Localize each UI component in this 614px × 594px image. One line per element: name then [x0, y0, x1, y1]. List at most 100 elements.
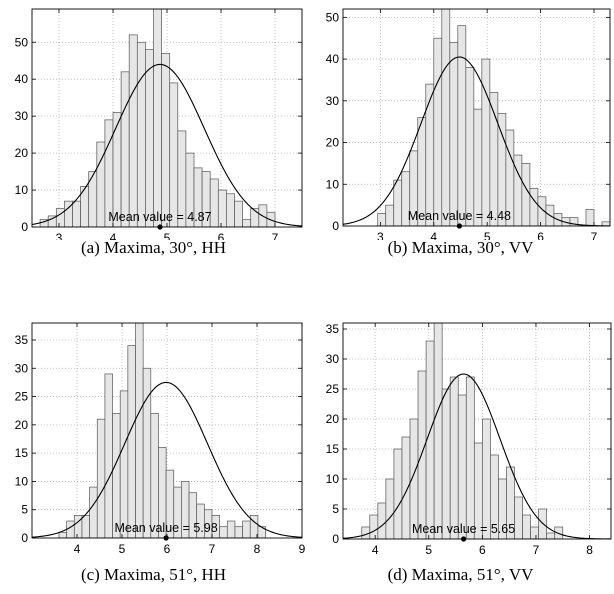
- histogram-bar: [96, 418, 106, 538]
- histogram-bar: [514, 496, 523, 539]
- y-tick-label: 10: [15, 183, 29, 197]
- histogram-bar: [546, 532, 556, 539]
- x-tick-label: 8: [254, 542, 261, 554]
- histogram-chart-b: 3 4 5 6 7 0 10 20 30 40 50 Mean value = 4.48: [326, 8, 611, 240]
- mean-marker: [163, 535, 169, 541]
- mean-annotation: Mean value = 5.65: [412, 522, 515, 536]
- histogram-bar: [58, 531, 68, 538]
- histogram-bar: [529, 188, 539, 226]
- x-tick-label: 4: [372, 543, 379, 554]
- y-tick-label: 10: [15, 474, 29, 488]
- histogram-bar: [242, 219, 252, 227]
- histogram-bar: [465, 376, 475, 539]
- y-tick-label: 20: [326, 136, 340, 150]
- y-tick-label: 10: [326, 177, 340, 191]
- y-tick-label: 5: [332, 502, 339, 516]
- x-tick-label: 7: [591, 230, 598, 240]
- mean-marker: [456, 223, 463, 229]
- histogram-bar: [522, 514, 531, 539]
- y-tick-label: 40: [326, 52, 340, 66]
- y-tick-label: 30: [15, 361, 29, 375]
- x-tick-label: 5: [119, 542, 126, 554]
- plot-area: [32, 323, 302, 538]
- y-tick-label: 25: [326, 382, 340, 396]
- histogram-bar: [55, 208, 65, 227]
- mean-marker: [461, 536, 467, 542]
- x-tick-label: 6: [537, 230, 544, 240]
- histogram-bar: [530, 526, 539, 539]
- y-tick-label: 40: [15, 72, 29, 86]
- y-tick-label: 35: [15, 333, 29, 347]
- x-tick-label: 6: [479, 543, 486, 554]
- histogram-chart-c: 4 5 6 7 8 9 0 5 10 15 20 25 30 35 Mean value = 5.98: [15, 322, 306, 554]
- histogram-bar: [145, 49, 154, 227]
- y-tick-label: 35: [326, 322, 340, 336]
- histogram-bar: [482, 418, 491, 539]
- histogram-bar: [104, 373, 113, 538]
- x-tick-label: 4: [110, 231, 117, 240]
- histogram-bar: [66, 520, 75, 538]
- histogram-bar: [457, 25, 467, 226]
- histogram-bar: [226, 193, 235, 227]
- histogram-bar: [449, 376, 459, 539]
- caption-c: (c) Maxima, 51°, HH: [80, 565, 227, 584]
- histogram-bar: [521, 163, 531, 226]
- x-tick-label: 7: [533, 543, 540, 554]
- histogram-bar: [250, 208, 260, 227]
- histogram-bar: [369, 514, 379, 539]
- histogram-bar: [401, 436, 411, 539]
- mean-annotation: Mean value = 5.98: [114, 521, 217, 535]
- caption-b: (b) Maxima, 30°, VV: [387, 238, 534, 257]
- y-tick-label: 5: [21, 503, 28, 517]
- x-tick-label: 5: [425, 543, 432, 554]
- histogram-bar: [169, 82, 179, 227]
- histogram-bar: [72, 200, 81, 227]
- histogram-bar: [127, 345, 136, 538]
- histogram-bar: [89, 486, 98, 538]
- histogram-chart-d: 4 5 6 7 8 0 5 10 15 20 25 30 35 Mean value = 5.65: [326, 322, 612, 554]
- x-tick-label: 5: [164, 231, 171, 240]
- histogram-bar: [226, 520, 236, 538]
- y-tick-label: 25: [15, 390, 29, 404]
- fit-curve: [32, 381, 302, 538]
- histogram-bar: [81, 515, 90, 538]
- fit-curve: [343, 373, 611, 539]
- y-tick-label: 10: [326, 472, 340, 486]
- x-tick-label: 7: [272, 231, 279, 240]
- y-tick-label: 15: [15, 446, 29, 460]
- histogram-bar: [385, 204, 395, 226]
- y-tick-label: 50: [326, 10, 340, 24]
- histogram-bar: [417, 370, 427, 539]
- histogram-bar: [234, 200, 243, 227]
- histogram-bar: [217, 189, 227, 227]
- histogram-bar: [585, 208, 595, 226]
- y-tick-label: 30: [326, 352, 340, 366]
- histogram-bar: [465, 67, 475, 226]
- histogram-bar: [120, 71, 130, 227]
- histogram-bar: [425, 83, 435, 226]
- y-tick-label: 0: [21, 220, 28, 234]
- caption-d: (d) Maxima, 51°, VV: [387, 565, 534, 584]
- y-tick-label: 0: [332, 532, 339, 546]
- x-tick-label: 3: [56, 231, 63, 240]
- histogram-bar: [161, 52, 171, 227]
- x-tick-label: 8: [586, 543, 593, 554]
- y-tick-label: 20: [15, 146, 29, 160]
- histogram-bar: [136, 41, 146, 227]
- x-tick-label: 6: [164, 542, 171, 554]
- histogram-bar: [242, 520, 251, 538]
- axes-frame: [342, 322, 612, 540]
- histogram-bar: [377, 213, 387, 226]
- x-tick-label: 9: [299, 542, 306, 554]
- y-tick-label: 20: [326, 412, 340, 426]
- x-tick-label: 7: [209, 542, 216, 554]
- x-tick-label: 3: [377, 230, 384, 240]
- histogram-bar: [433, 323, 443, 539]
- y-tick-label: 0: [21, 531, 28, 545]
- histogram-bar: [481, 58, 491, 226]
- histogram-bar: [119, 390, 129, 538]
- histogram-bar: [219, 526, 228, 538]
- histogram-bar: [377, 502, 387, 539]
- histogram-bar: [153, 9, 162, 227]
- mean-marker: [157, 224, 163, 230]
